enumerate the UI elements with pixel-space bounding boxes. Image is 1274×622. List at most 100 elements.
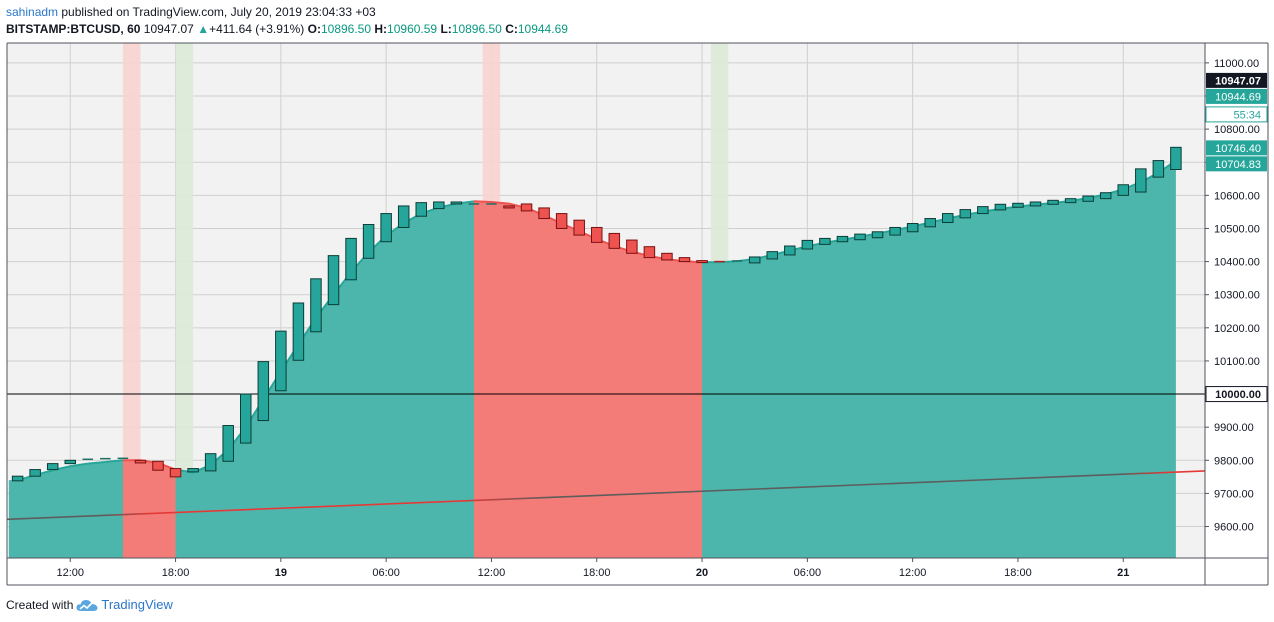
price-axis-panel [1205, 43, 1268, 585]
y-tick-label: 9700.00 [1214, 488, 1254, 500]
y-tick-label: 10200.00 [1214, 323, 1260, 335]
tradingview-link[interactable]: TradingView [101, 597, 173, 612]
author-link[interactable]: sahinadm [6, 5, 59, 19]
price-tag-box [1206, 156, 1267, 172]
candle [1012, 202, 1024, 208]
close-value: 10944.69 [517, 22, 568, 36]
candle [678, 257, 691, 263]
publish-info: sahinadm published on TradingView.com, J… [6, 4, 376, 20]
candle [134, 459, 147, 464]
candle [240, 393, 252, 444]
candle [994, 203, 1007, 211]
y-tick-label: 10100.00 [1214, 356, 1260, 368]
candle [46, 463, 59, 471]
candle [292, 302, 305, 361]
high-value: 10960.59 [387, 22, 438, 36]
candle [608, 232, 621, 249]
price-tag-label: 10000.00 [1215, 389, 1261, 401]
candle [661, 252, 673, 261]
y-tick-label: 10600.00 [1214, 190, 1260, 202]
price-tag: 10746.40 [1206, 140, 1267, 156]
x-tick-label: 19 [275, 567, 287, 579]
y-tick-label: 10800.00 [1214, 124, 1260, 136]
candle [520, 203, 533, 212]
candle [362, 223, 375, 259]
symbol-name[interactable]: BITSTAMP:BTCUSD, 60 [6, 22, 141, 36]
x-tick-label: 18:00 [583, 567, 611, 579]
y-tick-label: 9800.00 [1214, 455, 1254, 467]
candle [257, 361, 270, 422]
area-fill-down [122, 460, 176, 558]
candle [889, 226, 901, 236]
high-label: H: [374, 22, 388, 36]
candle [222, 425, 234, 462]
low-value: 10896.50 [451, 22, 502, 36]
y-tick-label: 10400.00 [1214, 257, 1260, 269]
price-tag-label: 10947.07 [1215, 75, 1261, 87]
x-tick-label: 20 [696, 567, 708, 579]
candle [169, 468, 182, 478]
candle [275, 330, 287, 392]
candles [11, 146, 1182, 482]
candle [152, 460, 164, 471]
x-tick-label: 12:00 [899, 567, 927, 579]
price-tag: 10000.00 [1205, 386, 1268, 403]
low-label: L: [440, 22, 452, 36]
candle [573, 219, 585, 236]
price-tag-box [1206, 88, 1267, 104]
candle [345, 237, 357, 281]
candle [836, 235, 849, 243]
candle [1170, 146, 1182, 171]
candle [1064, 198, 1077, 204]
candle [1152, 160, 1165, 178]
trendline [6, 470, 1206, 521]
candle [906, 222, 919, 233]
candle [555, 213, 568, 229]
ma-line-segment [491, 200, 510, 205]
last-price: 10947.07 [143, 22, 194, 36]
ma-line-segment [105, 459, 123, 463]
candle [766, 251, 778, 260]
price-tag-label: 10944.69 [1215, 91, 1261, 103]
price-tag-box [1205, 106, 1268, 123]
candle [643, 246, 656, 259]
candle [29, 469, 41, 477]
candle [977, 206, 989, 215]
y-tick-label: 10500.00 [1214, 223, 1260, 235]
candle [1047, 199, 1059, 205]
candle [801, 239, 814, 250]
candle [1135, 168, 1147, 193]
price-tag-box [1205, 386, 1268, 403]
price-change: +411.64 (+3.91%) [209, 22, 305, 36]
price-tag: 55:34 [1205, 106, 1268, 123]
candle [1117, 184, 1129, 196]
candle [64, 459, 76, 465]
price-tag-box [1206, 140, 1267, 156]
candle [854, 233, 866, 241]
candle [204, 453, 217, 472]
y-tick-label: 9600.00 [1214, 522, 1254, 534]
footer: Created with TradingView [6, 597, 173, 613]
candle [626, 239, 638, 254]
candle [1099, 192, 1112, 200]
price-tag: 10704.83 [1206, 156, 1267, 172]
price-tag-box [1206, 72, 1267, 88]
x-tick-label: 12:00 [478, 567, 506, 579]
open-value: 10896.50 [320, 22, 372, 36]
price-tag-label: 55:34 [1233, 109, 1261, 121]
candle [397, 205, 410, 228]
x-tick-label: 21 [1117, 567, 1129, 579]
candle [433, 201, 445, 210]
price-tag: 10947.07 [1206, 72, 1267, 88]
tradingview-cloud-icon [76, 600, 98, 611]
up-triangle-icon: ▲ [197, 22, 210, 36]
candle [871, 231, 884, 239]
candle [11, 475, 24, 482]
open-label: O: [307, 22, 321, 36]
candle [924, 218, 936, 228]
close-label: C: [505, 22, 518, 36]
x-tick-label: 06:00 [794, 567, 822, 579]
ma-line-segment [473, 200, 492, 203]
candle [748, 256, 761, 264]
